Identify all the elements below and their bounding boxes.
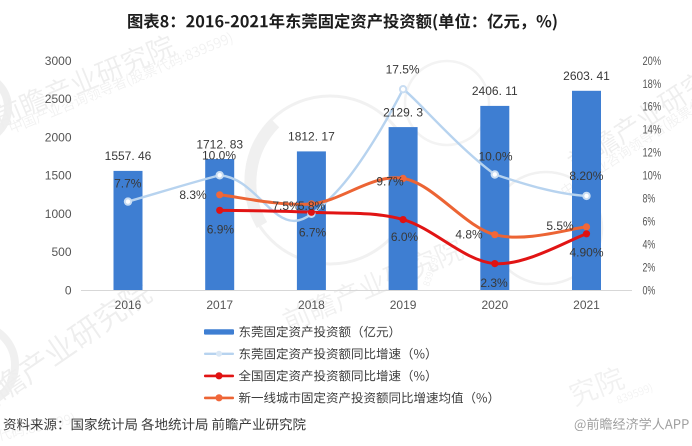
svg-text:2129. 3: 2129. 3	[383, 105, 423, 119]
svg-text:6%: 6%	[643, 214, 656, 228]
svg-text:500: 500	[51, 245, 71, 259]
svg-text:0%: 0%	[643, 283, 656, 297]
svg-text:14%: 14%	[643, 123, 662, 137]
svg-text:0: 0	[65, 283, 72, 297]
svg-text:2%: 2%	[643, 260, 656, 274]
svg-text:16%: 16%	[643, 100, 662, 114]
svg-text:5.8%: 5.8%	[298, 199, 326, 213]
svg-text:10.0%: 10.0%	[202, 148, 236, 162]
svg-text:4.90%: 4.90%	[569, 245, 603, 259]
svg-text:10.0%: 10.0%	[478, 149, 512, 163]
svg-text:1812. 17: 1812. 17	[288, 130, 335, 144]
svg-text:2019: 2019	[390, 298, 417, 312]
svg-text:6.9%: 6.9%	[207, 223, 235, 237]
svg-text:18%: 18%	[643, 77, 662, 91]
svg-text:2000: 2000	[45, 130, 72, 144]
svg-text:2016: 2016	[115, 298, 142, 312]
svg-text:6.7%: 6.7%	[299, 225, 327, 239]
svg-text:8.3%: 8.3%	[179, 188, 207, 202]
svg-text:7.7%: 7.7%	[114, 176, 142, 190]
svg-text:6.0%: 6.0%	[391, 230, 419, 244]
svg-text:4%: 4%	[643, 237, 656, 251]
svg-text:17.5%: 17.5%	[386, 63, 420, 77]
svg-text:8%: 8%	[643, 192, 656, 206]
svg-text:1557. 46: 1557. 46	[105, 149, 152, 163]
svg-text:20%: 20%	[643, 54, 662, 68]
svg-text:2.3%: 2.3%	[480, 276, 508, 290]
svg-text:1000: 1000	[45, 207, 72, 221]
svg-text:2603. 41: 2603. 41	[563, 69, 610, 83]
svg-text:2406. 11: 2406. 11	[472, 84, 518, 98]
svg-text:5.5%: 5.5%	[546, 219, 574, 233]
svg-text:3000: 3000	[45, 54, 72, 68]
svg-text:1712. 83: 1712. 83	[196, 137, 243, 151]
svg-text:12%: 12%	[643, 146, 662, 160]
svg-text:7.5%: 7.5%	[272, 199, 300, 213]
svg-text:10%: 10%	[643, 169, 662, 183]
svg-text:8.20%: 8.20%	[569, 169, 603, 183]
svg-text:2020: 2020	[481, 298, 508, 312]
svg-text:2500: 2500	[45, 92, 72, 106]
svg-text:4.8%: 4.8%	[455, 228, 483, 242]
svg-text:1500: 1500	[45, 169, 72, 183]
svg-text:2021: 2021	[573, 298, 600, 312]
svg-text:9.7%: 9.7%	[376, 174, 404, 188]
svg-text:2018: 2018	[298, 298, 325, 312]
svg-text:2017: 2017	[206, 298, 233, 312]
